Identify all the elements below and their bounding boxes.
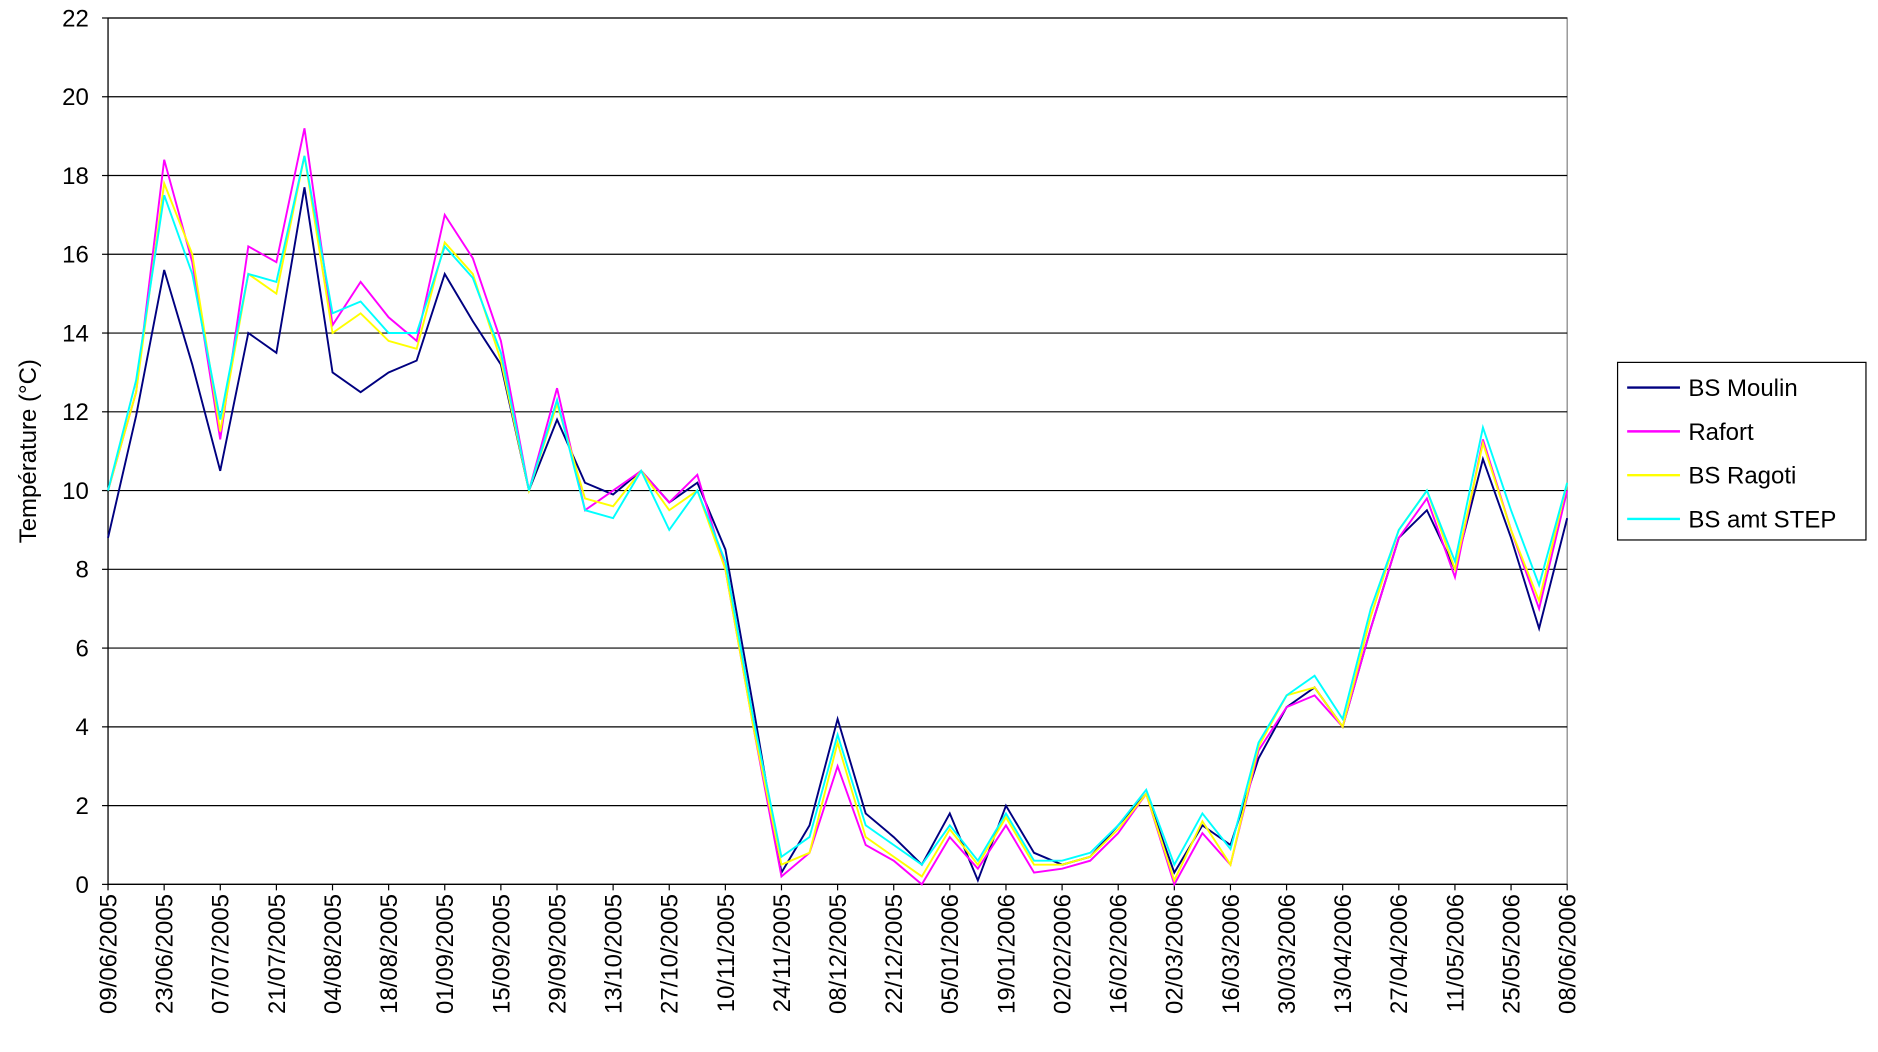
x-tick-label: 08/06/2006 <box>1555 894 1582 1014</box>
y-tick-label: 18 <box>62 163 89 190</box>
x-tick-label: 27/10/2005 <box>657 894 684 1014</box>
x-tick-label: 18/08/2005 <box>376 894 403 1014</box>
x-tick-label: 25/05/2006 <box>1498 894 1525 1014</box>
x-tick-label: 24/11/2005 <box>769 894 796 1012</box>
x-tick-label: 21/07/2005 <box>264 894 291 1014</box>
legend-label: Rafort <box>1688 419 1754 446</box>
series-line <box>107 155 1569 867</box>
y-tick-label: 10 <box>62 478 89 505</box>
x-tick-label: 23/06/2005 <box>152 894 179 1014</box>
x-tick-label: 13/04/2006 <box>1330 894 1357 1014</box>
y-tick-label: 16 <box>62 242 89 269</box>
series-line <box>107 128 1569 887</box>
x-tick-label: 16/03/2006 <box>1218 894 1245 1014</box>
x-tick-label: 02/03/2006 <box>1162 894 1189 1014</box>
y-tick-label: 20 <box>62 84 89 111</box>
x-tick-label: 29/09/2005 <box>544 894 571 1014</box>
x-tick-label: 05/01/2006 <box>937 894 964 1014</box>
x-tick-label: 13/10/2005 <box>601 894 628 1014</box>
x-tick-label: 01/09/2005 <box>432 894 459 1014</box>
legend-box <box>1616 361 1867 541</box>
x-tick-label: 08/12/2005 <box>825 894 852 1014</box>
x-tick-label: 27/04/2006 <box>1386 894 1413 1014</box>
x-tick-label: 30/03/2006 <box>1274 894 1301 1014</box>
x-tick-label: 10/11/2005 <box>713 894 740 1012</box>
y-tick-label: 22 <box>62 5 89 32</box>
series-line <box>107 155 1569 883</box>
y-tick-label: 0 <box>75 872 88 899</box>
x-tick-label: 07/07/2005 <box>208 894 235 1014</box>
y-tick-label: 8 <box>75 557 88 584</box>
x-tick-label: 22/12/2005 <box>881 894 908 1014</box>
y-tick-label: 6 <box>75 635 88 662</box>
y-tick-label: 14 <box>62 320 89 347</box>
x-tick-label: 09/06/2005 <box>95 894 122 1014</box>
plot-area <box>107 17 1568 885</box>
x-tick-label: 16/02/2006 <box>1106 894 1133 1014</box>
y-tick-label: 4 <box>75 714 88 741</box>
y-axis-label: Température (°C) <box>15 359 42 543</box>
x-tick-label: 15/09/2005 <box>488 894 515 1014</box>
legend-label: BS amt STEP <box>1688 506 1836 533</box>
y-tick-label: 2 <box>75 793 88 820</box>
x-tick-label: 11/05/2006 <box>1442 894 1469 1012</box>
legend-label: BS Ragoti <box>1688 463 1796 490</box>
x-tick-label: 02/02/2006 <box>1049 894 1076 1014</box>
legend-label: BS Moulin <box>1688 375 1797 402</box>
y-tick-label: 12 <box>62 399 89 426</box>
x-tick-label: 19/01/2006 <box>993 894 1020 1014</box>
x-tick-label: 04/08/2005 <box>320 894 347 1014</box>
